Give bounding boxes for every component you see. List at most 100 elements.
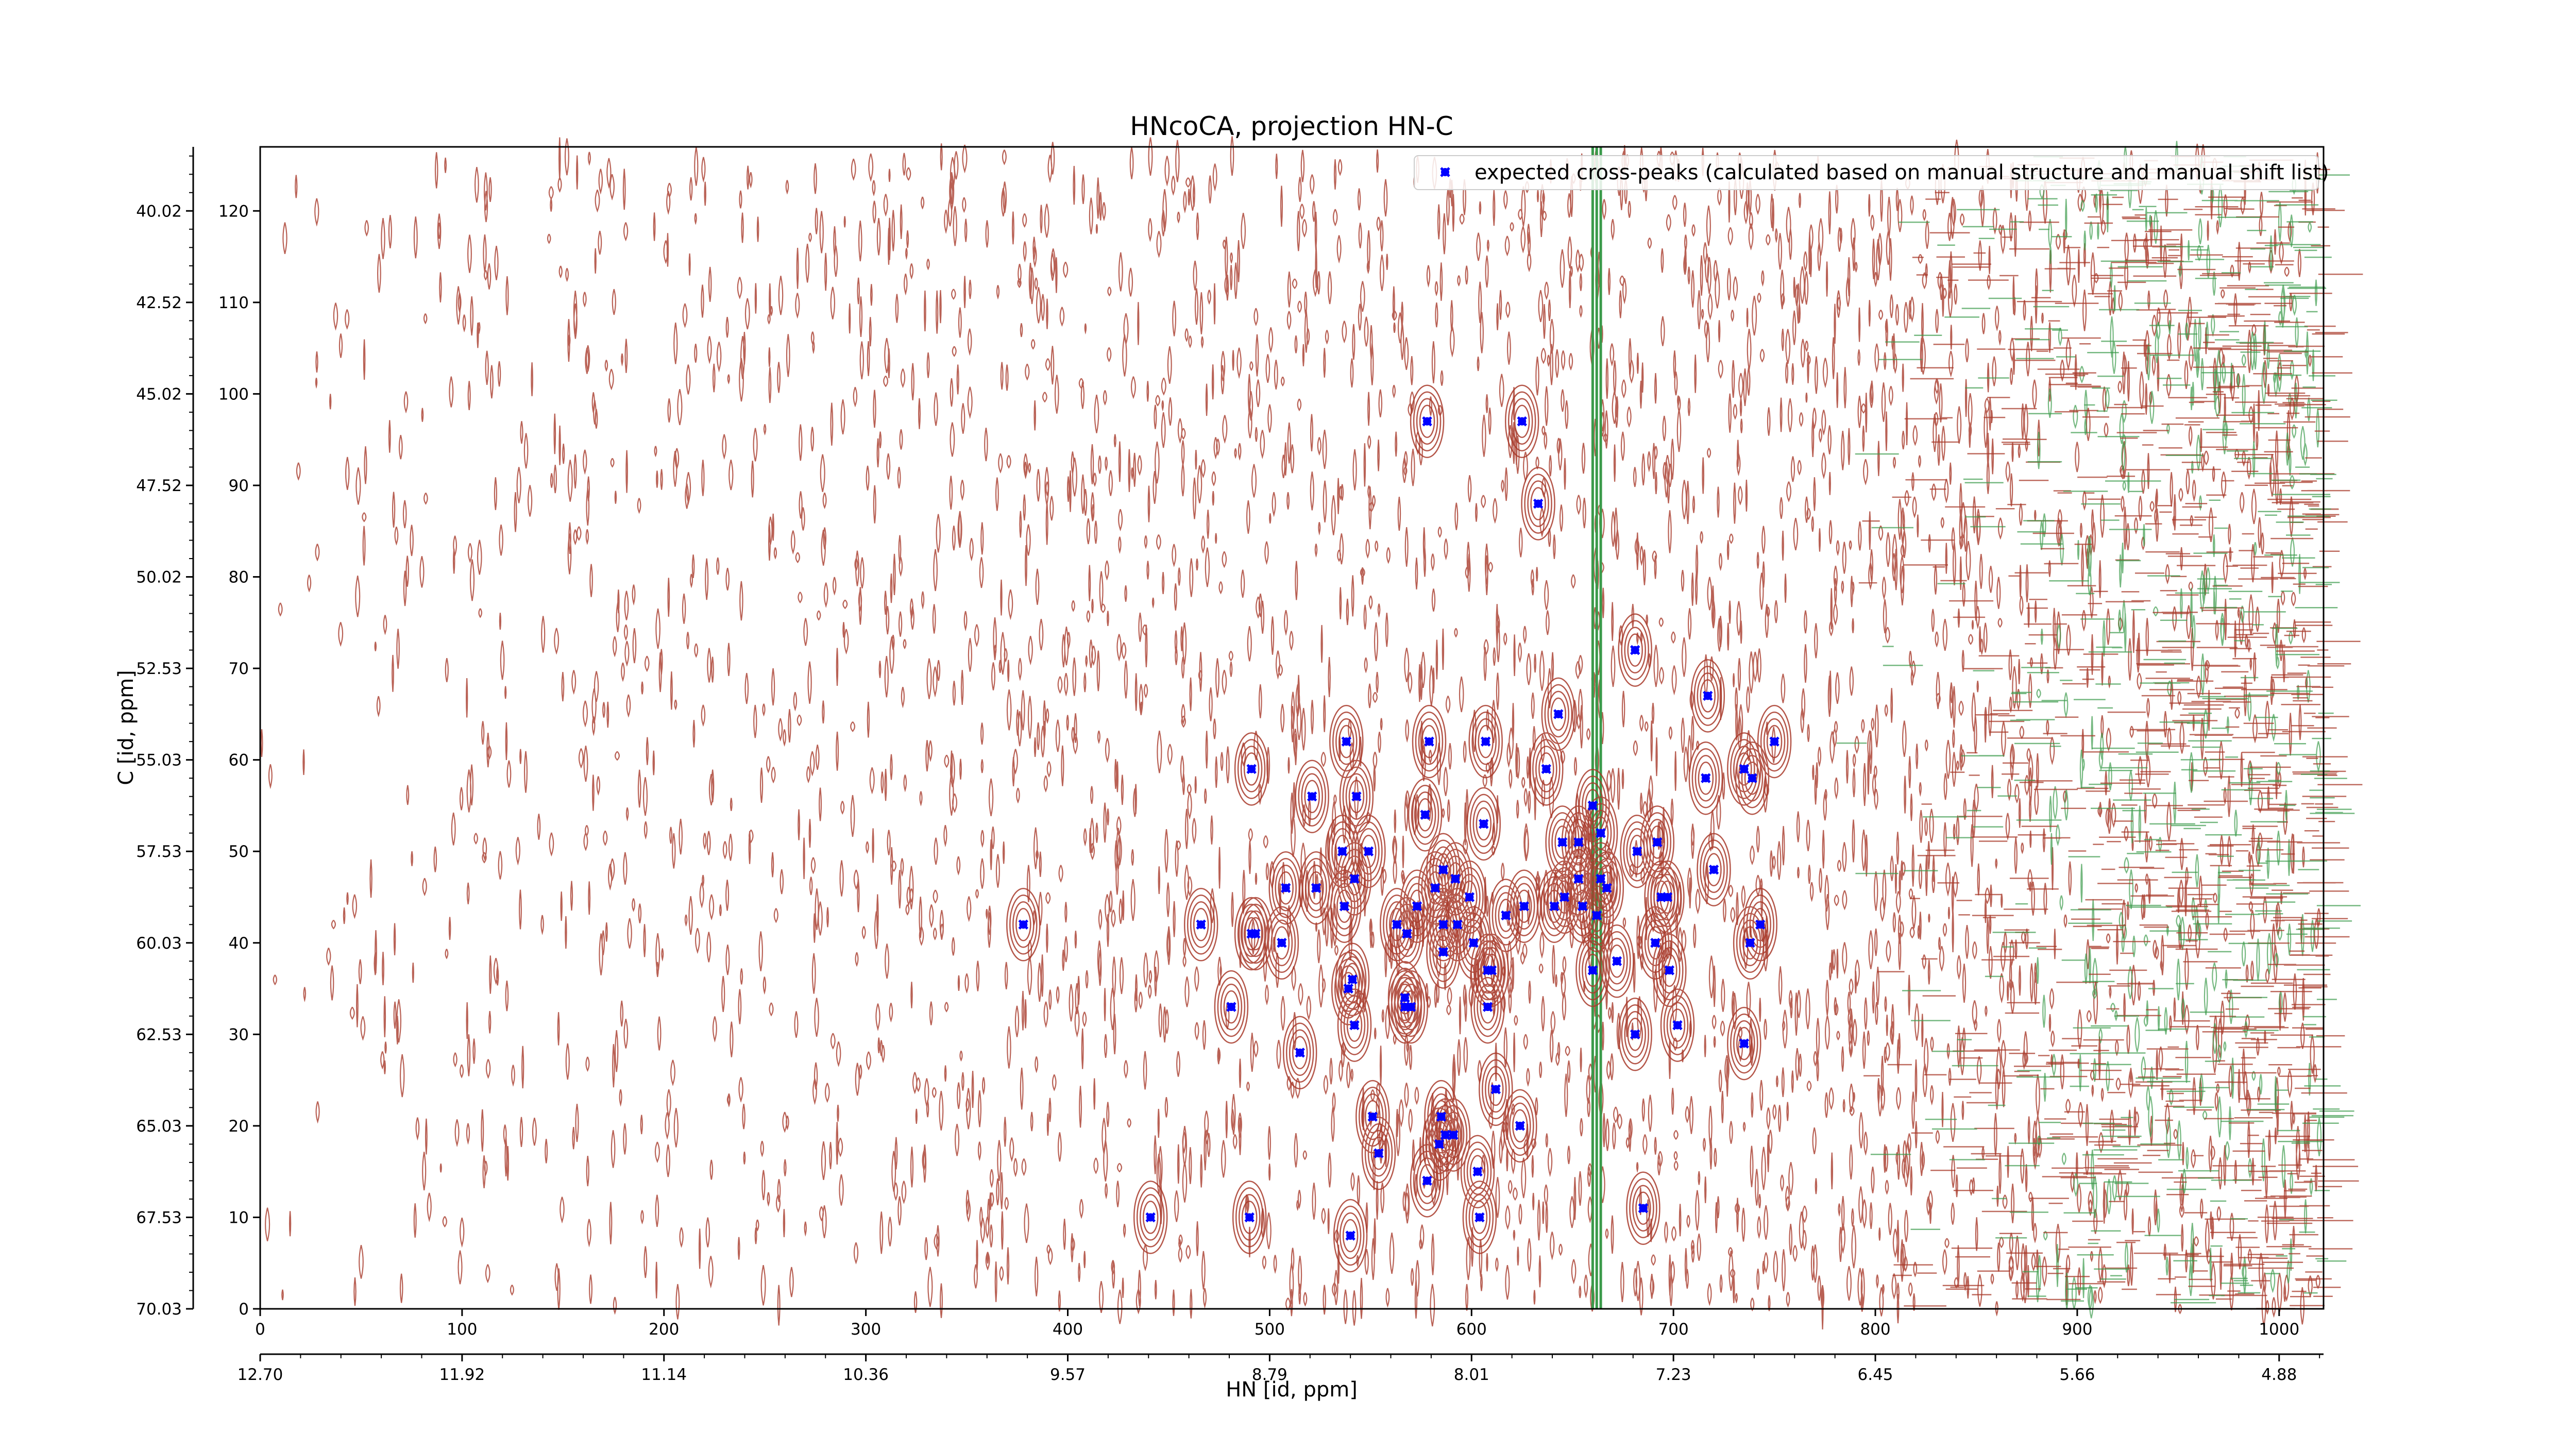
y-index-tick-label-6: 60 (229, 751, 249, 770)
cross-peak-marker-18 (1479, 819, 1489, 829)
cross-peak-marker-16 (1351, 791, 1362, 802)
cross-peak-marker-7 (1424, 736, 1434, 747)
cross-peak-marker-6 (1480, 736, 1491, 747)
cross-peak-marker-44 (1519, 901, 1529, 912)
contour-layer (260, 136, 2363, 1330)
cross-peak-marker-76 (1672, 1020, 1683, 1031)
cross-peak-marker-69 (1343, 983, 1353, 994)
cross-peak-marker-26 (1363, 846, 1374, 856)
cross-peak-marker-72 (1226, 1002, 1236, 1012)
cross-peak-marker-87 (1374, 1148, 1384, 1158)
cross-peak-marker-63 (1612, 956, 1622, 967)
y-ppm-tick-label-11: 42.52 (136, 294, 182, 312)
y-ppm-tick-label-3: 62.53 (136, 1025, 182, 1044)
cross-peak-marker-66 (1650, 937, 1660, 948)
x-index-tick-label-0: 0 (255, 1320, 265, 1339)
chart-title: HNcoCA, projection HN-C (1130, 111, 1453, 141)
cross-peak-marker-68 (1347, 974, 1358, 985)
cross-peak-marker-51 (1277, 937, 1287, 948)
cross-peak-marker-79 (1295, 1048, 1305, 1058)
cross-peak-marker-64 (1664, 965, 1675, 975)
cross-peak-marker-48 (1196, 919, 1206, 930)
cross-peak-marker-88 (1472, 1166, 1483, 1177)
x-ppm-tick-label-1: 11.92 (439, 1366, 485, 1384)
cross-peak-marker-23 (1632, 846, 1642, 856)
cross-peak-marker-75 (1349, 1020, 1360, 1031)
cross-peak-marker-42 (1412, 901, 1422, 912)
cross-peak-marker-20 (1557, 837, 1568, 848)
x-ppm-tick-label-3: 10.36 (843, 1366, 889, 1384)
cross-peak-marker-5 (1769, 736, 1780, 747)
y-ppm-tick-label-12: 40.02 (136, 202, 182, 221)
cross-peak-marker-12 (1747, 773, 1757, 783)
cross-peak-marker-91 (1244, 1212, 1255, 1223)
cross-peak-marker-13 (1701, 773, 1711, 783)
cross-peak-marker-15 (1307, 791, 1317, 802)
cross-peak-marker-34 (1596, 873, 1606, 884)
y-index-tick-label-5: 50 (229, 843, 249, 861)
cross-peak-marker-9 (1246, 764, 1257, 774)
cross-peak-marker-29 (1430, 883, 1440, 893)
cross-peak-marker-25 (1337, 846, 1348, 856)
cross-peak-marker-71 (1482, 1002, 1493, 1012)
cross-peak-marker-60 (1468, 937, 1479, 948)
cross-peak-marker-82 (1436, 1111, 1447, 1122)
cross-peak-marker-93 (1638, 1203, 1649, 1214)
y-index-tick-label-2: 20 (229, 1117, 249, 1136)
x-ppm-tick-label-8: 6.45 (1858, 1366, 1893, 1384)
y-ppm-tick-label-0: 70.03 (136, 1300, 182, 1319)
y-index-tick-label-7: 70 (229, 660, 249, 678)
y-index-tick-label-10: 100 (218, 385, 249, 403)
cross-peak-marker-58 (1755, 919, 1766, 930)
cross-peak-marker-81 (1367, 1111, 1378, 1122)
x-ppm-tick-label-0: 12.70 (238, 1366, 283, 1384)
cross-peak-marker-3 (1630, 645, 1640, 655)
cross-peak-marker-31 (1464, 892, 1475, 902)
cross-peak-marker-85 (1448, 1130, 1459, 1140)
y-ppm-tick-label-7: 52.53 (136, 660, 182, 678)
cross-peak-marker-11 (1739, 764, 1750, 774)
cross-peak-marker-8 (1341, 736, 1352, 747)
cross-peak-marker-19 (1587, 800, 1598, 811)
cross-peak-marker-17 (1420, 810, 1430, 820)
cross-peak-marker-77 (1630, 1029, 1640, 1040)
x-index-tick-label-1: 100 (447, 1320, 477, 1339)
x-ppm-tick-label-6: 8.01 (1454, 1366, 1489, 1384)
legend-marker-icon (1440, 167, 1450, 177)
y-ppm-tick-label-9: 47.52 (136, 477, 182, 495)
x-ppm-tick-label-5: 8.79 (1252, 1366, 1287, 1384)
y-index-tick-label-8: 80 (229, 568, 249, 587)
cross-peak-marker-28 (1450, 873, 1461, 884)
x-ppm-tick-label-9: 5.66 (2059, 1366, 2095, 1384)
y-ppm-tick-label-2: 65.03 (136, 1117, 182, 1136)
right-edge-contours-negative (1836, 156, 2361, 1304)
y-index-tick-label-0: 0 (239, 1300, 249, 1319)
cross-peak-marker-59 (1438, 947, 1449, 957)
cross-peak-marker-1 (1517, 416, 1528, 427)
cross-peak-marker-10 (1541, 764, 1552, 774)
x-index-tick-label-2: 200 (649, 1320, 679, 1339)
cross-peak-marker-56 (1452, 919, 1463, 930)
y-ppm-tick-label-8: 50.02 (136, 568, 182, 587)
cross-peak-marker-74 (1405, 1002, 1416, 1012)
plot-frame (259, 146, 2325, 1310)
cross-peak-marker-14 (1553, 709, 1564, 719)
y-index-tick-label-11: 110 (218, 294, 249, 312)
x-axis-label: HN [id, ppm] (1226, 1378, 1358, 1402)
cross-peak-marker-70 (1400, 992, 1410, 1003)
x-ppm-tick-label-4: 9.57 (1050, 1366, 1086, 1384)
cross-peak-marker-45 (1549, 901, 1560, 912)
cross-peak-marker-22 (1573, 837, 1584, 848)
x-index-tick-label-9: 900 (2062, 1320, 2092, 1339)
cross-peak-marker-41 (1339, 901, 1350, 912)
cross-peak-marker-52 (1392, 919, 1402, 930)
cross-peak-marker-36 (1602, 883, 1612, 893)
cross-peak-marker-21 (1596, 828, 1606, 838)
cross-peak-marker-83 (1515, 1121, 1526, 1131)
legend-box (1414, 155, 2319, 190)
cross-peak-marker-54 (1402, 929, 1412, 939)
cross-peak-marker-4 (1703, 690, 1713, 701)
cross-peak-marker-24 (1652, 837, 1663, 848)
